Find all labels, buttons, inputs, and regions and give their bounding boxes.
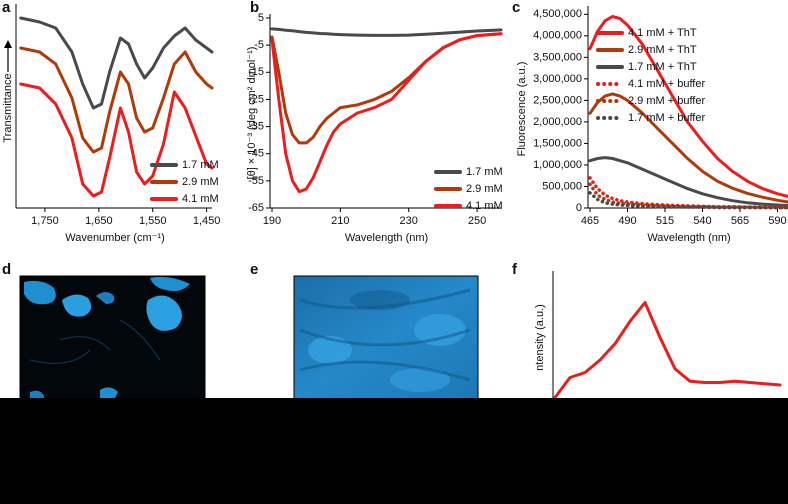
x-tick-label: 190 [263, 215, 281, 227]
panel-letter: a [2, 0, 11, 16]
x-tick-label: 515 [656, 215, 674, 227]
y-axis-label: Transmittance [2, 73, 14, 142]
legend-label: 4.1 mM [466, 200, 503, 212]
y-tick-label: -25 [248, 93, 264, 105]
x-tick-label: 465 [581, 215, 599, 227]
x-tick-label: 1,450 [193, 215, 221, 227]
x-tick-label: 565 [731, 215, 749, 227]
x-tick-label: 590 [768, 215, 786, 227]
legend-label: 2.9 mM [466, 183, 503, 195]
y-tick-label: -65 [248, 202, 264, 214]
data-line [553, 301, 782, 399]
data-line [588, 156, 788, 208]
y-tick-label: -55 [248, 175, 264, 187]
data-line [588, 15, 788, 198]
legend-label: 4.1 mM + buffer [628, 78, 705, 90]
panel-letter: d [2, 261, 11, 278]
data-line [19, 16, 214, 110]
y-tick-label: 1,000,000 [533, 159, 582, 171]
y-tick-label: 4,500,000 [533, 8, 582, 20]
legend-label: 1.7 mM [466, 166, 503, 178]
y-tick-label: -45 [248, 148, 264, 160]
legend-label: 4.1 mM [182, 193, 219, 205]
legend-label: 4.1 mM + ThT [628, 27, 697, 39]
y-tick-label: 0 [576, 202, 582, 214]
x-tick-label: 1,550 [139, 215, 167, 227]
y-axis-label: ntensity (a.u.) [534, 304, 546, 371]
legend-label: 2.9 mM + buffer [628, 95, 705, 107]
charts: 1,750 1,650 1,550 1,450 Wavenumber (cm⁻¹) Tra… [2, 4, 788, 400]
data-line [270, 27, 503, 37]
micrograph-e [293, 275, 479, 401]
data-line [19, 46, 214, 154]
x-tick-label: 540 [693, 215, 711, 227]
arrow-head [4, 40, 12, 48]
y-tick-label: -15 [248, 66, 264, 78]
data-line [270, 32, 503, 145]
panel-letter: b [250, 0, 259, 16]
x-tick-label: 250 [468, 215, 486, 227]
y-axis-label: [θ] × 10⁻³ (deg cm² dmol⁻¹) [246, 47, 258, 180]
x-tick-label: 490 [618, 215, 636, 227]
data-line [588, 92, 788, 204]
data-line [588, 191, 788, 210]
legend-label: 1.7 mM + ThT [628, 61, 697, 73]
legend-label: 2.9 mM + ThT [628, 44, 697, 56]
panel-letter: e [250, 261, 258, 278]
legend-label: 1.7 mM + buffer [628, 112, 705, 124]
x-axis-label: Wavelength (nm) [345, 232, 428, 244]
x-tick-label: 1,750 [31, 215, 59, 227]
panel-letter: c [512, 0, 520, 16]
y-tick-label: -5 [254, 39, 264, 51]
x-tick-label: 230 [400, 215, 418, 227]
panel-letter: f [512, 261, 518, 278]
x-axis-label: Wavelength (nm) [647, 232, 730, 244]
data-line [270, 32, 503, 194]
y-tick-label: 4,000,000 [533, 30, 582, 42]
x-tick-label: 1,650 [85, 215, 113, 227]
y-tick-label: 5 [258, 12, 264, 24]
y-tick-label: 3,500,000 [533, 51, 582, 63]
y-tick-label: 2,000,000 [533, 116, 582, 128]
data-line [19, 82, 214, 198]
y-tick-label: 3,000,000 [533, 73, 582, 85]
y-axis-label: Fluorescence (a.u.) [516, 62, 528, 157]
y-tick-label: -35 [248, 120, 264, 132]
micrograph-d [19, 275, 206, 401]
x-axis-label: Wavenumber (cm⁻¹) [65, 232, 165, 244]
y-tick-label: 2,500,000 [533, 94, 582, 106]
legend-label: 2.9 mM [182, 176, 219, 188]
data-line [588, 182, 788, 210]
black-band [0, 398, 788, 504]
y-tick-label: 500,000 [542, 180, 582, 192]
x-tick-label: 210 [331, 215, 349, 227]
y-tick-label: 1,500,000 [533, 137, 582, 149]
legend-label: 1.7 mM [182, 159, 219, 171]
